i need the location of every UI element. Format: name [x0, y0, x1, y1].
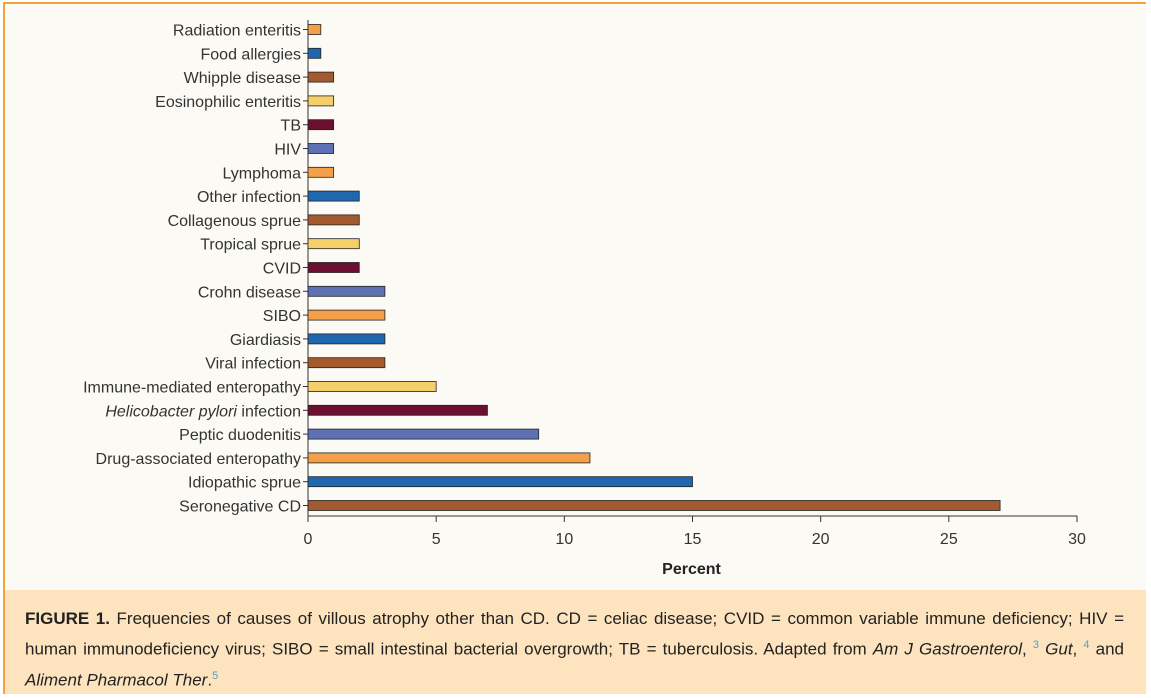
x-axis-title: Percent	[662, 561, 721, 578]
ref-3-title: Aliment Pharmacol Ther	[25, 670, 208, 690]
caption-label: FIGURE 1.	[25, 609, 110, 628]
category-label: CVID	[263, 261, 301, 278]
category-label: TB	[281, 118, 301, 135]
caption-text: Frequencies of causes of villous atrophy…	[25, 609, 1125, 659]
category-label: Helicobacter pylori infection	[105, 403, 301, 420]
bar	[307, 71, 335, 83]
category-label: Eosinophilic enteritis	[155, 94, 301, 111]
bar	[307, 476, 693, 488]
bar	[307, 452, 591, 464]
x-tick-label: 25	[940, 531, 958, 548]
x-tick-label: 10	[555, 531, 573, 548]
category-label: Whipple disease	[184, 70, 302, 87]
bar	[307, 166, 335, 178]
plot-area	[5, 4, 1146, 590]
bar-chart: 0 5 10 15 20 25 30 Percent Radiation enteritis Fo…	[83, 20, 1086, 578]
bar	[307, 119, 335, 131]
ref-1-title: Am J Gastroenterol	[872, 639, 1023, 659]
bar	[307, 428, 540, 440]
category-label: Immune-mediated enteropathy	[83, 380, 301, 397]
bar	[307, 24, 322, 35]
category-label: Radiation enteritis	[173, 23, 301, 40]
category-label: Lymphoma	[222, 165, 301, 182]
bar	[307, 357, 386, 369]
category-label: Tropical sprue	[200, 237, 301, 254]
x-tick-label: 5	[432, 531, 441, 548]
bar	[307, 285, 386, 297]
category-label: Peptic duodenitis	[179, 427, 301, 444]
category-label: Giardiasis	[230, 332, 301, 349]
category-label: Collagenous sprue	[168, 213, 302, 230]
bar	[307, 143, 335, 154]
category-label: Food allergies	[201, 46, 302, 63]
x-tick-label: 0	[304, 531, 313, 548]
bar	[307, 333, 386, 345]
bar	[307, 262, 360, 273]
category-label: SIBO	[263, 308, 301, 325]
ref-3-number[interactable]: 5	[212, 669, 219, 682]
category-label: Idiopathic sprue	[188, 475, 301, 492]
bar	[307, 47, 322, 59]
bar	[307, 381, 437, 392]
category-label: HIV	[274, 142, 301, 159]
bar	[307, 500, 1001, 511]
bar	[307, 95, 335, 107]
x-tick-label: 15	[684, 531, 702, 548]
category-label: Viral infection	[205, 356, 301, 373]
caption-end: .	[207, 670, 213, 690]
bar	[307, 190, 360, 202]
bar	[307, 238, 360, 250]
ref-2-number[interactable]: 4	[1083, 639, 1090, 651]
figure-caption: FIGURE 1. Frequencies of causes of villo…	[5, 590, 1146, 694]
bar	[307, 214, 360, 226]
x-tick-label: 20	[812, 531, 830, 548]
x-tick-label: 30	[1068, 531, 1086, 548]
ref-sep-2: ,	[1072, 639, 1084, 659]
bar	[307, 309, 386, 321]
category-label: Drug-associated enteropathy	[96, 451, 301, 468]
category-label: Seronegative CD	[179, 499, 301, 516]
ref-2-title: Gut	[1045, 639, 1073, 659]
category-label: Other infection	[197, 189, 301, 206]
ref-1-number[interactable]: 3	[1032, 639, 1040, 651]
ref-sep-1: ,	[1022, 639, 1033, 659]
category-label: Crohn disease	[198, 284, 301, 301]
caption-and: and	[1089, 639, 1124, 659]
bar	[307, 404, 488, 416]
